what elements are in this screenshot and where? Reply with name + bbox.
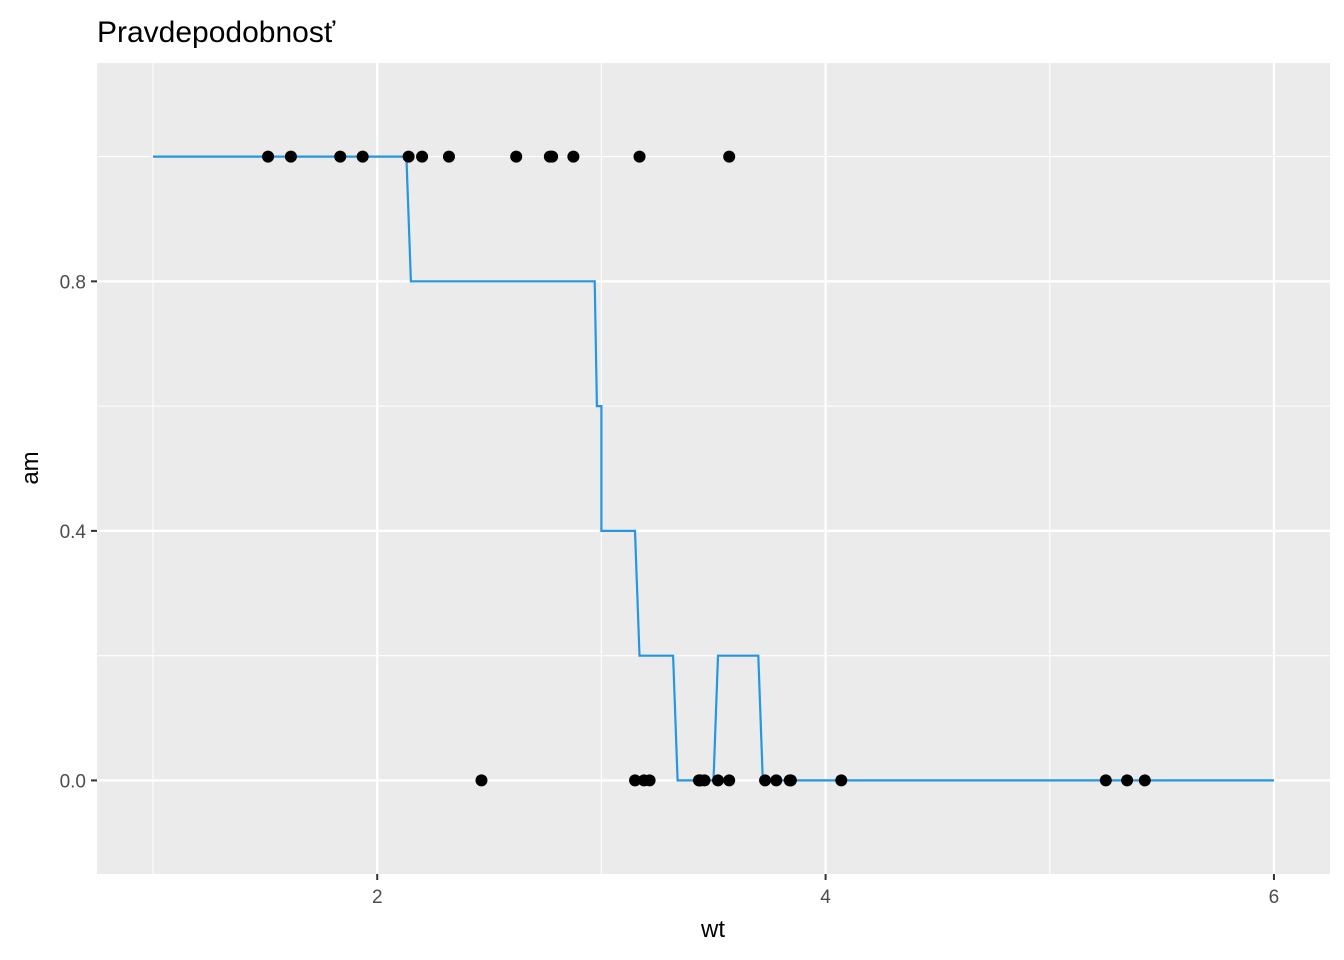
data-point xyxy=(284,150,297,163)
data-point xyxy=(546,150,559,163)
data-point xyxy=(770,774,783,787)
data-point xyxy=(442,150,455,163)
data-point xyxy=(698,774,711,787)
y-axis-title: am xyxy=(17,451,44,484)
data-point xyxy=(402,150,415,163)
data-point xyxy=(416,150,429,163)
data-point xyxy=(567,150,580,163)
x-tick-label: 4 xyxy=(820,887,831,908)
step-line-path xyxy=(153,155,1274,782)
data-point xyxy=(633,150,646,163)
x-tick-label: 2 xyxy=(372,887,383,908)
y-tick-label: 0.0 xyxy=(60,771,86,792)
data-point xyxy=(711,774,724,787)
data-point xyxy=(1099,774,1112,787)
x-axis: 2 4 6 xyxy=(372,874,1279,908)
data-point xyxy=(723,150,736,163)
data-point xyxy=(510,150,523,163)
data-point xyxy=(262,150,275,163)
y-axis: 0.0 0.4 0.8 xyxy=(60,272,97,792)
data-point xyxy=(759,774,772,787)
data-point xyxy=(723,774,736,787)
chart-title: Pravdepodobnosť xyxy=(97,16,336,49)
data-points xyxy=(262,150,1151,787)
data-point xyxy=(334,150,347,163)
x-tick-label: 6 xyxy=(1269,887,1280,908)
y-tick-label: 0.4 xyxy=(60,522,87,543)
data-point xyxy=(784,774,797,787)
data-point xyxy=(356,150,369,163)
data-point xyxy=(475,774,488,787)
data-point xyxy=(643,774,656,787)
x-axis-title: wt xyxy=(700,916,725,943)
probability-step-line xyxy=(153,155,1274,782)
data-point xyxy=(629,774,642,787)
plot-panel xyxy=(97,63,1330,874)
data-point xyxy=(1121,774,1134,787)
data-point xyxy=(1138,774,1151,787)
y-tick-label: 0.8 xyxy=(60,272,86,293)
data-point xyxy=(835,774,848,787)
